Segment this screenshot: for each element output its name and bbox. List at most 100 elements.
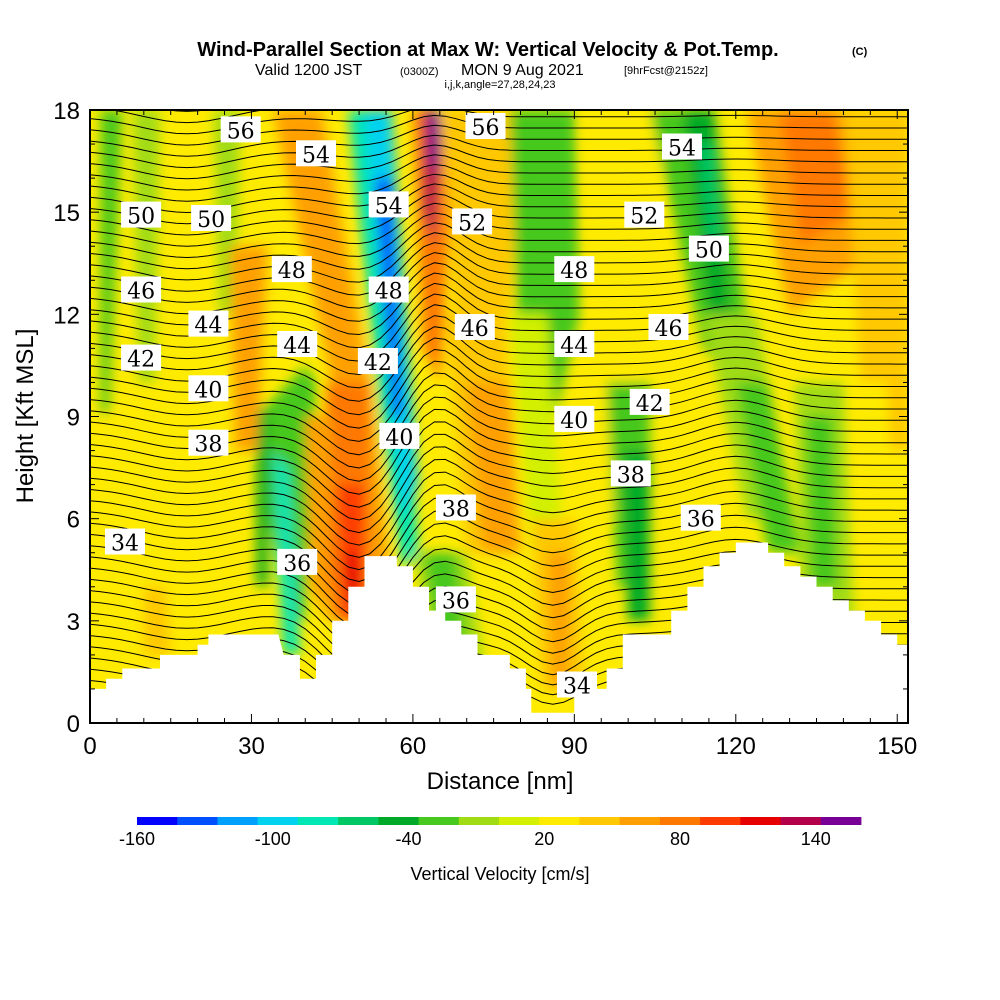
isentrope-line [90,134,908,169]
contour-label-box [357,348,398,374]
contour-label-box [188,429,229,456]
contour-label-text: 50 [127,205,155,230]
y-tick-label: 18 [53,98,80,125]
contour-label-text: 38 [194,433,222,458]
x-tick-label: 0 [83,733,96,760]
contour-label: 38 [435,494,476,523]
contour-label-text: 44 [194,314,222,339]
colorbar-swatch [177,817,218,825]
x-tick-label: 30 [238,733,265,760]
contour-label: 34 [105,528,145,557]
contour-label-box [554,331,595,357]
contour-labels: 56 54 50 50 54 56 52 52 54 50 46 48 48 48 44 44 46 44 46 42… [105,113,729,700]
contour-label-text: 48 [560,259,588,284]
isentrope-line [90,421,908,508]
contour-label-box [277,331,318,357]
contour-label-text: 38 [617,463,645,488]
contour-label: 46 [121,276,162,305]
colorbar-swatch [378,817,419,825]
velocity-shade-band [778,110,855,247]
contour-label-text: 54 [668,137,696,162]
isentrope-line [90,222,908,270]
colorbar-swatch [659,817,701,825]
isentrope-line [90,360,908,442]
y-tick-label: 9 [67,405,80,432]
colorbar-label: Vertical Velocity [cm/s] [410,864,589,884]
isentrope-line [90,496,908,583]
isentrope-line [90,484,908,571]
isentrope-line [90,315,908,389]
isentrope-line [90,252,908,309]
valid-time-c: MON 9 Aug 2021 [461,62,584,79]
isentrope-line [90,1,908,21]
contour-label-box [554,405,595,432]
isentrope-line [90,509,908,594]
contour-label-box [277,548,318,575]
contour-label-box [121,344,162,371]
colorbar-tick-label: -40 [395,829,421,849]
isentrope-line [90,372,908,456]
isentrope-line [90,304,908,376]
contour-label-text: 44 [283,334,311,359]
isentrope-line [90,12,908,33]
contour-label: 52 [452,208,493,236]
contour-label-text: 56 [472,116,500,141]
contour-label-box [271,256,312,283]
colorbar-swatch [539,817,580,825]
contour-label: 34 [557,671,597,700]
contour-label: 36 [680,504,721,533]
contour-label-text: 34 [563,675,591,700]
colorbar-ticks: -160 -100 -40 20 80 140 [119,829,831,849]
contour-label-box [188,375,229,402]
colorbar-tick-label: -100 [255,829,291,849]
contour-label: 36 [277,548,318,577]
contour-label-text: 42 [127,348,155,373]
contour-label-box [629,388,670,415]
valid-time-a: Valid 1200 JST [255,62,363,79]
velocity-shade-band [509,314,564,553]
colorbar [137,817,862,825]
contour-label-box [554,256,595,283]
contour-label-box [648,314,689,340]
colorbar-swatch [418,817,460,825]
y-tick-label: 15 [53,200,80,227]
contour-label-box [688,235,729,262]
chart-title-mark: (C) [852,46,868,58]
grid-params: i,j,k,angle=27,28,24,23 [444,79,555,91]
contour-label-text: 52 [458,211,486,236]
colorbar-swatch [619,817,661,825]
isentrope-line [90,262,908,322]
contour-label: 42 [121,344,162,373]
contour-label-text: 36 [283,552,311,577]
contour-label-box [296,140,336,167]
x-axis-label: Distance [nm] [427,768,574,795]
colorbar-swatch [137,817,178,825]
contour-label: 40 [554,405,595,434]
contour-label-box [220,116,261,143]
terrain-mask [90,542,908,723]
contour-label: 50 [121,201,162,230]
isentrope-line [90,144,908,180]
velocity-shade-band [698,144,720,247]
isentrope-line [90,522,908,606]
contour-label-text: 56 [227,119,255,144]
contour-label-text: 46 [655,317,683,342]
colorbar-swatch [740,817,781,825]
contour-label-box [368,276,409,303]
contour-label-box [379,422,420,449]
velocity-shade-band [805,416,838,587]
contour-label-box [121,276,162,303]
colorbar-swatch [700,817,741,825]
y-axis-label: Height [Kft MSL] [12,329,39,504]
x-axis-ticks: 0 30 60 90 120 150 [83,110,917,760]
contour-label-text: 48 [375,280,403,305]
contour-label: 38 [188,429,229,458]
contour-label-box [454,314,495,340]
contour-label-box [624,201,665,228]
contour-label-text: 54 [375,194,403,219]
colorbar-swatch [297,817,339,825]
contour-label: 56 [465,113,506,141]
isentrope-line [90,232,908,283]
colorbar-swatch [217,817,259,825]
contour-label-text: 46 [127,280,155,305]
